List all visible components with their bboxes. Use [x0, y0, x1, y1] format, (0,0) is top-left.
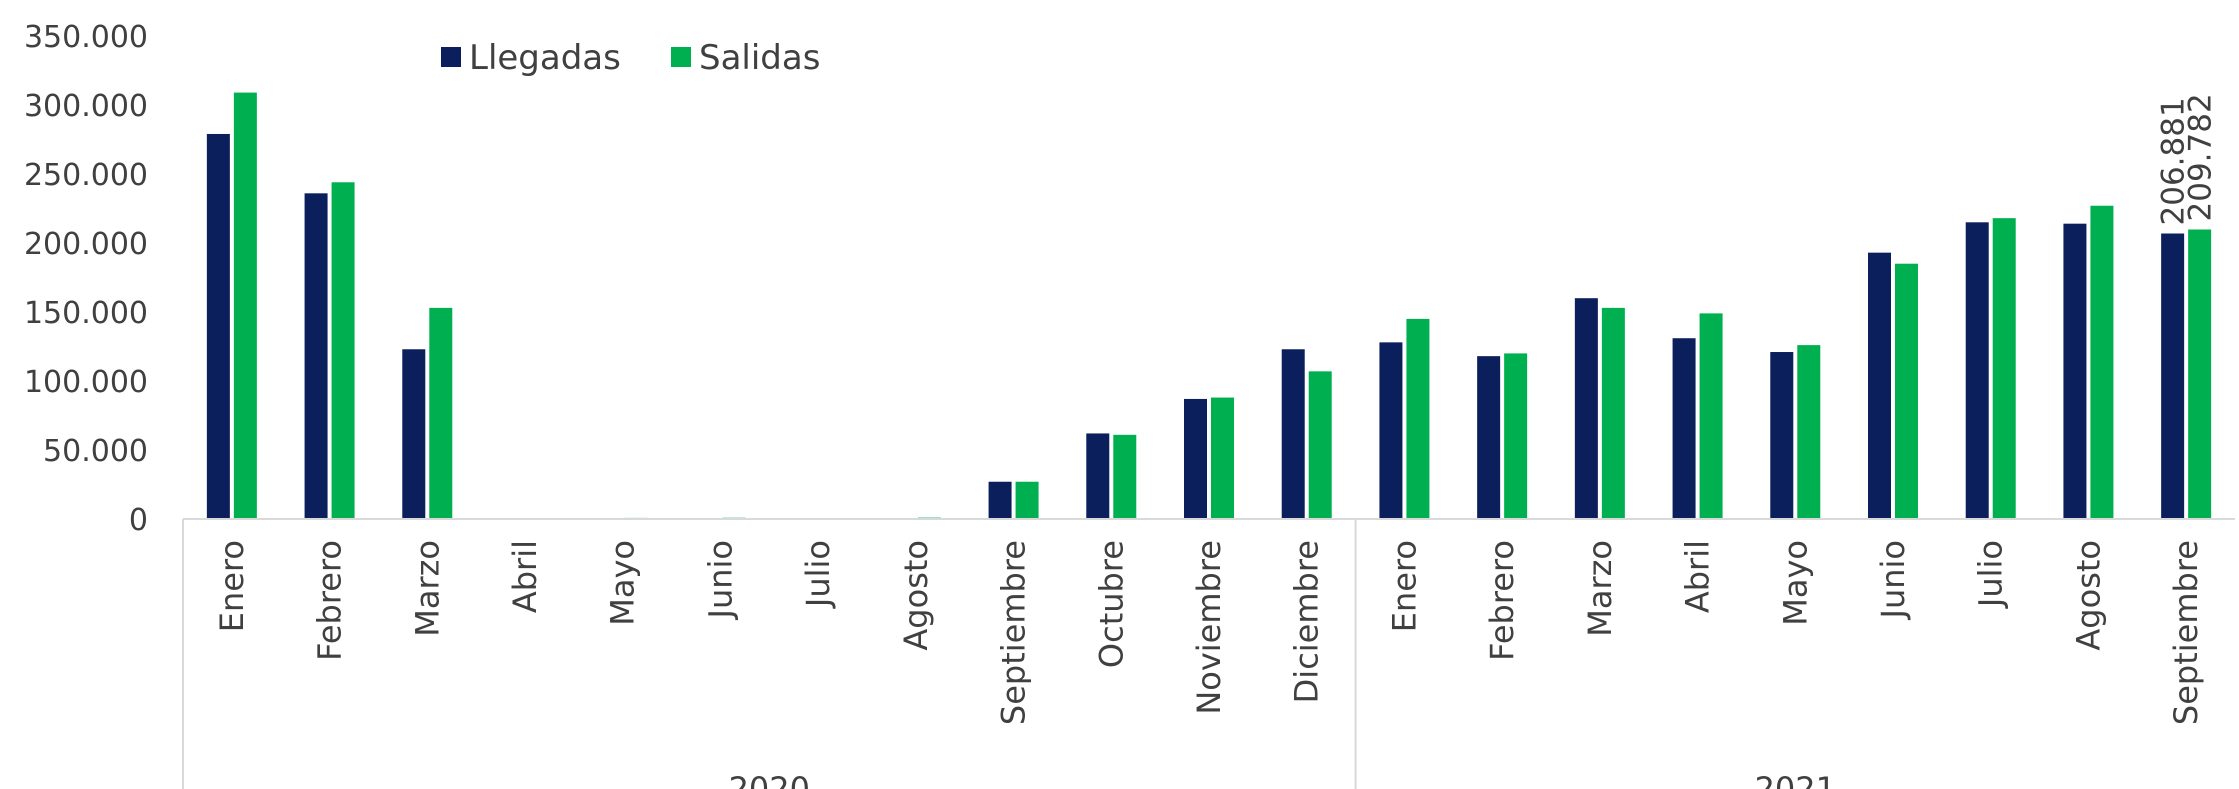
- x-tick-label: Mayo: [1776, 540, 1814, 626]
- x-tick-label: Diciembre: [1288, 540, 1326, 703]
- bar-salidas-2: [429, 307, 453, 519]
- x-tick-label: Marzo: [408, 540, 446, 637]
- y-tick-label: 250.000: [24, 158, 148, 193]
- bar-llegadas-16: [1770, 352, 1794, 519]
- x-tick-label: Enero: [1385, 540, 1423, 632]
- bar-llegadas-8: [988, 481, 1012, 519]
- x-tick-label: Junio: [1874, 540, 1912, 620]
- x-tick-label: Mayo: [604, 540, 642, 626]
- group-label: 2021: [1755, 770, 1836, 789]
- bar-llegadas-11: [1281, 349, 1305, 519]
- bar-salidas-9: [1113, 434, 1137, 519]
- bar-salidas-1: [331, 182, 355, 519]
- y-tick-label: 300.000: [24, 89, 148, 124]
- bar-salidas-10: [1211, 397, 1234, 519]
- x-tick-label: Abril: [506, 540, 544, 613]
- x-tick-label: Noviembre: [1190, 540, 1228, 715]
- bars: [206, 92, 2212, 520]
- bar-llegadas-18: [1965, 222, 1989, 520]
- bar-salidas-17: [1895, 263, 1918, 519]
- x-tick-label: Agosto: [897, 540, 935, 651]
- bar-llegadas-13: [1477, 356, 1501, 519]
- bar-llegadas-12: [1379, 342, 1403, 519]
- x-tick-label: Septiembre: [995, 540, 1033, 725]
- bar-salidas-20: [2188, 229, 2212, 519]
- bar-llegadas-0: [206, 133, 230, 520]
- bar-salidas-13: [1504, 353, 1528, 519]
- x-tick-label: Octubre: [1092, 540, 1130, 668]
- legend-label: Salidas: [699, 38, 820, 78]
- bar-salidas-19: [2090, 205, 2114, 520]
- y-tick-label: 150.000: [24, 296, 148, 331]
- bar-salidas-12: [1406, 318, 1430, 519]
- y-tick-label: 50.000: [43, 434, 148, 469]
- bar-salidas-0: [233, 92, 257, 519]
- x-tick-label: Abril: [1679, 540, 1717, 613]
- x-tick-label: Febrero: [1483, 540, 1521, 661]
- y-tick-label: 100.000: [24, 365, 148, 400]
- bar-llegadas-17: [1868, 252, 1891, 519]
- bar-llegadas-20: [2161, 233, 2185, 520]
- bar-llegadas-19: [2063, 223, 2087, 519]
- data-label: 206.881: [2156, 97, 2192, 225]
- y-tick-label: 0: [129, 503, 148, 538]
- y-axis: 0 50.000 100.000 150.000 200.000 250.000 300.0…: [24, 20, 148, 538]
- legend-swatch-llegadas: [441, 47, 461, 67]
- x-tick-label: Julio: [799, 540, 837, 609]
- bar-llegadas-10: [1184, 398, 1207, 519]
- x-tick-label: Julio: [1972, 540, 2010, 609]
- bar-salidas-11: [1308, 371, 1332, 519]
- bar-llegadas-2: [402, 349, 426, 519]
- x-tick-label: Septiembre: [2167, 540, 2205, 725]
- group-label: 2020: [729, 770, 810, 789]
- data-label: 209.782: [2183, 93, 2219, 221]
- bar-llegadas-15: [1672, 338, 1696, 519]
- bar-salidas-16: [1797, 345, 1821, 519]
- legend-label: Llegadas: [469, 38, 621, 78]
- x-tick-label: Marzo: [1581, 540, 1619, 637]
- bar-llegadas-1: [304, 193, 328, 519]
- x-tick-label: Febrero: [311, 540, 349, 661]
- x-tick-label: Junio: [701, 540, 739, 620]
- x-tick-label: Agosto: [2069, 540, 2107, 651]
- legend: Llegadas Salidas: [441, 38, 820, 78]
- bar-salidas-15: [1699, 313, 1723, 519]
- x-tick-label: Enero: [213, 540, 251, 632]
- legend-swatch-salidas: [671, 47, 691, 67]
- bar-llegadas-9: [1086, 433, 1110, 519]
- y-tick-label: 200.000: [24, 227, 148, 262]
- bar-salidas-8: [1015, 481, 1039, 519]
- bar-salidas-18: [1992, 218, 2016, 519]
- bar-salidas-14: [1601, 307, 1625, 519]
- x-axis: Enero Febrero Marzo Abril Mayo Junio Julio Agos…: [182, 518, 2235, 789]
- y-tick-label: 350.000: [24, 20, 148, 55]
- bar-llegadas-14: [1574, 298, 1598, 519]
